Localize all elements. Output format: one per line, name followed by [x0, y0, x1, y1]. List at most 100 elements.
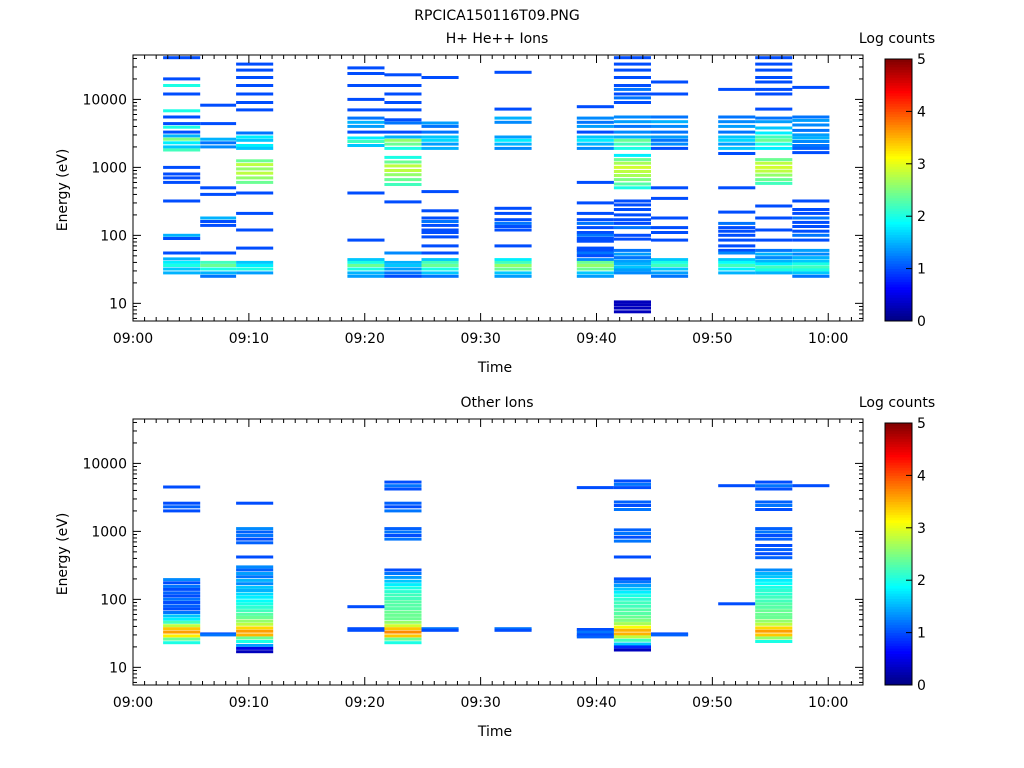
colorbar-segment — [885, 271, 912, 275]
heatmap-cell — [613, 221, 651, 225]
colorbar-segment — [885, 498, 912, 502]
colorbar-segment — [885, 234, 912, 238]
colorbar-segment — [885, 208, 912, 212]
heatmap-cell — [494, 218, 532, 222]
heatmap-cell — [384, 583, 422, 587]
heatmap-cell — [792, 211, 830, 215]
heatmap-cell — [384, 487, 422, 491]
heatmap-cell — [651, 231, 689, 234]
heatmap-cell — [163, 634, 201, 638]
heatmap-cell — [755, 537, 793, 541]
heatmap-cell — [236, 163, 274, 167]
colorbar-segment — [885, 619, 912, 623]
heatmap-cell — [613, 165, 651, 169]
x-tick-label: 09:00 — [113, 331, 153, 347]
heatmap-cell — [384, 121, 422, 125]
colorbar-segment — [885, 318, 912, 322]
colorbar-tick-label: 5 — [917, 52, 926, 68]
heatmap-cell — [613, 271, 651, 275]
heatmap-cell — [384, 274, 422, 278]
heatmap-cell — [236, 92, 274, 96]
colorbar-segment — [885, 276, 912, 280]
heatmap-cell — [236, 605, 274, 609]
heatmap-cell — [236, 602, 274, 606]
heatmap-cell — [718, 233, 756, 237]
colorbar-frame — [884, 422, 913, 686]
heatmap-cell — [576, 246, 614, 250]
heatmap-cell — [236, 534, 274, 537]
heatmap-cell — [613, 62, 651, 66]
heatmap-cell — [347, 66, 385, 70]
heatmap-cell — [421, 264, 459, 267]
heatmap-cell — [755, 582, 793, 586]
heatmap-cell — [384, 600, 422, 604]
heatmap-cell — [613, 68, 651, 72]
heatmap-cell — [421, 121, 459, 125]
heatmap-cell — [347, 136, 385, 140]
colorbar-segment — [885, 451, 912, 455]
heatmap-cell — [613, 584, 651, 587]
heatmap-cell — [236, 572, 274, 575]
colorbar-segment — [885, 106, 912, 110]
heatmap-cell — [236, 612, 274, 616]
heatmap-cell — [755, 252, 793, 256]
colorbar-segment — [885, 436, 912, 440]
heatmap-cell — [613, 555, 651, 559]
heatmap-cell — [755, 595, 793, 599]
heatmap-cell — [236, 622, 274, 626]
heatmap-cell — [384, 142, 422, 146]
heatmap-cell — [792, 268, 830, 272]
colorbar-segment — [885, 155, 912, 159]
panel-other-ions: Other Ions Log counts Energy (eV) Time 0… — [55, 395, 935, 740]
heatmap-cell — [576, 633, 614, 637]
heatmap-cell — [576, 231, 614, 234]
heatmap-cell — [384, 108, 422, 112]
heatmap-cell — [755, 107, 793, 111]
colorbar-segment — [885, 268, 912, 272]
heatmap-cell — [163, 148, 201, 152]
heatmap-cell — [755, 484, 793, 488]
heatmap-cell — [236, 640, 274, 643]
heatmap-cell — [163, 630, 201, 634]
colorbar-segment — [885, 258, 912, 262]
heatmap-cell — [755, 228, 793, 232]
colorbar-segment — [885, 540, 912, 544]
colorbar-segment — [885, 664, 912, 668]
heatmap-cell — [792, 229, 830, 233]
heatmap-cell — [755, 534, 793, 537]
heatmap-cell — [494, 116, 532, 120]
heatmap-cell — [613, 256, 651, 260]
heatmap-cell — [613, 310, 651, 314]
colorbar-segment — [885, 300, 912, 304]
heatmap-cell — [236, 541, 274, 545]
heatmap-cell — [384, 527, 422, 531]
colorbar-segment — [885, 150, 912, 154]
colorbar-segment — [885, 462, 912, 466]
heatmap-cell — [236, 616, 274, 619]
heatmap-cell — [792, 115, 830, 119]
heatmap-cell — [163, 233, 201, 237]
x-tick-label: 09:20 — [345, 695, 385, 711]
colorbar-segment — [885, 467, 912, 471]
heatmap-cell — [236, 595, 274, 599]
colorbar-segment — [885, 200, 912, 204]
heatmap-cell — [718, 244, 756, 248]
heatmap-cell — [163, 617, 201, 621]
heatmap-cell — [613, 170, 651, 173]
colorbar-segment — [885, 543, 912, 547]
heatmap-cells — [163, 479, 830, 654]
x-tick-label: 09:50 — [692, 695, 732, 711]
heatmap-cell — [163, 137, 201, 141]
heatmap-cell — [755, 120, 793, 124]
colorbar-segment — [885, 658, 912, 662]
heatmap-cell — [755, 68, 793, 72]
heatmap-cell — [792, 220, 830, 224]
colorbar-segment — [885, 205, 912, 209]
heatmap-cell — [347, 124, 385, 128]
heatmap-cell — [421, 627, 459, 631]
heatmap-cell — [576, 630, 614, 634]
colorbar-segment — [885, 145, 912, 149]
colorbar-segment — [885, 237, 912, 241]
colorbar-segment — [885, 132, 912, 136]
heatmap-cell — [792, 274, 830, 278]
